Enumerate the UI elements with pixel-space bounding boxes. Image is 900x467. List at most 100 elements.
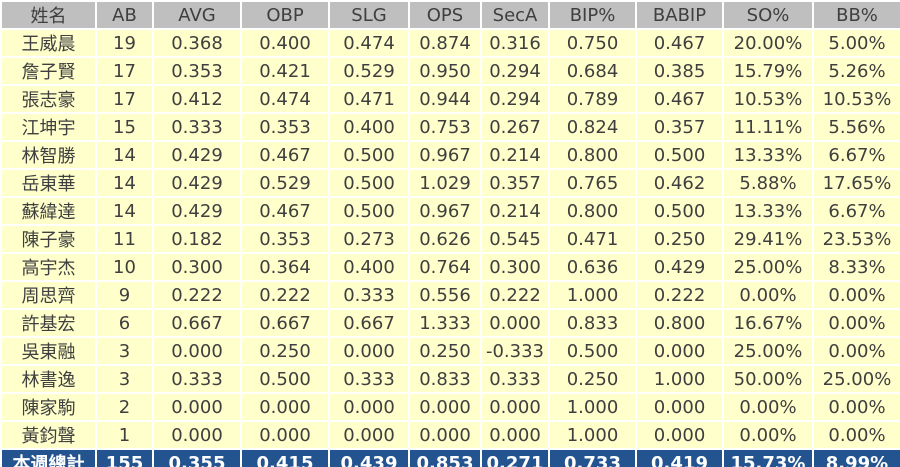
- table-row: 高宇杰 10 0.300 0.364 0.400 0.764 0.300 0.636 0.429…: [0, 252, 900, 282]
- stat-cell: 2: [95, 392, 154, 422]
- stat-cell: 0.250: [408, 336, 482, 366]
- stat-cell: 0.222: [152, 280, 242, 310]
- table-row: 蘇緯達 14 0.429 0.467 0.500 0.967 0.214 0.800 0.500…: [0, 196, 900, 226]
- stat-cell: 0.294: [480, 84, 550, 114]
- stat-cell: 0.00%: [722, 392, 814, 422]
- stat-cell: 0.667: [328, 308, 410, 338]
- stat-cell: 0.300: [152, 252, 242, 282]
- stat-cell: 0.967: [408, 196, 482, 226]
- stat-cell: 5.56%: [812, 112, 900, 142]
- stat-cell: 0.800: [548, 196, 637, 226]
- stat-cell: 0.294: [480, 56, 550, 86]
- table-row: 陳家駒 2 0.000 0.000 0.000 0.000 0.000 1.000 0.000 0…: [0, 392, 900, 422]
- stat-cell: 14: [95, 140, 154, 170]
- stat-cell: 0.000: [328, 392, 410, 422]
- stat-cell: 0.500: [328, 168, 410, 198]
- stat-cell: 0.421: [240, 56, 330, 86]
- stat-cell: 1.000: [548, 280, 637, 310]
- stat-cell: 0.364: [240, 252, 330, 282]
- column-header: BIP%: [548, 0, 637, 30]
- stat-cell: 0.429: [152, 196, 242, 226]
- stat-cell: 0.333: [328, 364, 410, 394]
- stat-cell: 0.353: [240, 224, 330, 254]
- total-stat-cell: 8.99%: [812, 448, 900, 467]
- stat-cell: 0.250: [548, 364, 637, 394]
- stat-cell: 0.500: [328, 140, 410, 170]
- stat-cell: 6.67%: [812, 196, 900, 226]
- stat-cell: 25.00%: [722, 252, 814, 282]
- player-name-cell: 王威晨: [0, 28, 97, 58]
- stat-cell: 25.00%: [722, 336, 814, 366]
- column-header: BB%: [812, 0, 900, 30]
- stat-cell: 17.65%: [812, 168, 900, 198]
- stat-cell: 0.222: [240, 280, 330, 310]
- table-row: 黃鈞聲 1 0.000 0.000 0.000 0.000 0.000 1.000 0.000 0…: [0, 420, 900, 450]
- stat-cell: 0.000: [408, 392, 482, 422]
- player-name-cell: 陳子豪: [0, 224, 97, 254]
- stat-cell: 0.626: [408, 224, 482, 254]
- stat-cell: 0.800: [548, 140, 637, 170]
- stat-cell: 0.474: [328, 28, 410, 58]
- stat-cell: 0.000: [480, 392, 550, 422]
- total-stat-cell: 155: [95, 448, 154, 467]
- totals-rows: 本週總計 155 0.355 0.415 0.439 0.853 0.271 0.733 0.4…: [0, 448, 900, 467]
- stat-cell: 10.53%: [722, 84, 814, 114]
- stat-cell: -0.333: [480, 336, 550, 366]
- table-row: 詹子賢 17 0.353 0.421 0.529 0.950 0.294 0.684 0.385…: [0, 56, 900, 86]
- stat-cell: 0.556: [408, 280, 482, 310]
- stat-cell: 0.385: [635, 56, 724, 86]
- stat-cell: 0.833: [548, 308, 637, 338]
- stat-cell: 1.333: [408, 308, 482, 338]
- table-row: 周思齊 9 0.222 0.222 0.333 0.556 0.222 1.000 0.222 0…: [0, 280, 900, 310]
- column-header: 姓名: [0, 0, 97, 30]
- stat-cell: 0.467: [635, 28, 724, 58]
- stat-cell: 0.000: [240, 392, 330, 422]
- total-label-cell: 本週總計: [0, 448, 97, 467]
- stat-cell: 0.250: [635, 224, 724, 254]
- stat-cell: 17: [95, 56, 154, 86]
- stat-cell: 0.000: [480, 308, 550, 338]
- total-stat-cell: 0.271: [480, 448, 550, 467]
- stat-cell: 5.00%: [812, 28, 900, 58]
- column-header: AB: [95, 0, 154, 30]
- stat-cell: 0.529: [328, 56, 410, 86]
- stat-cell: 0.00%: [812, 280, 900, 310]
- total-row-this-week: 本週總計 155 0.355 0.415 0.439 0.853 0.271 0.733 0.4…: [0, 448, 900, 467]
- player-name-cell: 陳家駒: [0, 392, 97, 422]
- stat-cell: 10: [95, 252, 154, 282]
- player-name-cell: 吳東融: [0, 336, 97, 366]
- total-stat-cell: 0.355: [152, 448, 242, 467]
- stat-cell: 0.00%: [812, 336, 900, 366]
- stat-cell: 3: [95, 364, 154, 394]
- stat-cell: 0.00%: [812, 308, 900, 338]
- player-name-cell: 江坤宇: [0, 112, 97, 142]
- stat-cell: 0.500: [635, 196, 724, 226]
- table-row: 張志豪 17 0.412 0.474 0.471 0.944 0.294 0.789 0.467…: [0, 84, 900, 114]
- stat-cell: 0.368: [152, 28, 242, 58]
- stat-cell: 9: [95, 280, 154, 310]
- stat-cell: 0.824: [548, 112, 637, 142]
- stat-cell: 0.764: [408, 252, 482, 282]
- stat-cell: 17: [95, 84, 154, 114]
- stat-cell: 0.667: [152, 308, 242, 338]
- stat-cell: 0.333: [152, 364, 242, 394]
- stat-cell: 0.500: [240, 364, 330, 394]
- stat-cell: 0.529: [240, 168, 330, 198]
- stat-cell: 0.000: [152, 392, 242, 422]
- player-name-cell: 周思齊: [0, 280, 97, 310]
- stat-cell: 0.789: [548, 84, 637, 114]
- stat-cell: 0.000: [635, 392, 724, 422]
- stat-cell: 15: [95, 112, 154, 142]
- stat-cell: 0.684: [548, 56, 637, 86]
- stat-cell: 0.00%: [722, 420, 814, 450]
- stat-cell: 0.00%: [812, 392, 900, 422]
- stat-cell: 29.41%: [722, 224, 814, 254]
- stat-cell: 0.400: [328, 252, 410, 282]
- stat-cell: 0.429: [152, 168, 242, 198]
- stat-cell: 25.00%: [812, 364, 900, 394]
- stat-cell: 0.545: [480, 224, 550, 254]
- stat-cell: 13.33%: [722, 140, 814, 170]
- stat-cell: 16.67%: [722, 308, 814, 338]
- stat-cell: 11: [95, 224, 154, 254]
